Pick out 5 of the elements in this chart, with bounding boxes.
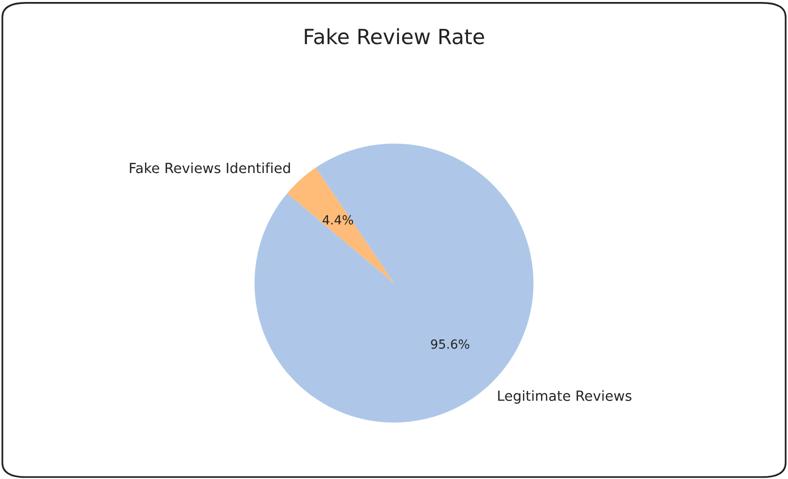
slice-label: Fake Reviews Identified	[130, 162, 290, 174]
chart-title: Fake Review Rate	[304, 28, 484, 44]
slice-label: Legitimate Reviews	[498, 390, 632, 404]
data-label: 4.4%	[322, 215, 354, 225]
data-label: 95.6%	[431, 339, 470, 349]
